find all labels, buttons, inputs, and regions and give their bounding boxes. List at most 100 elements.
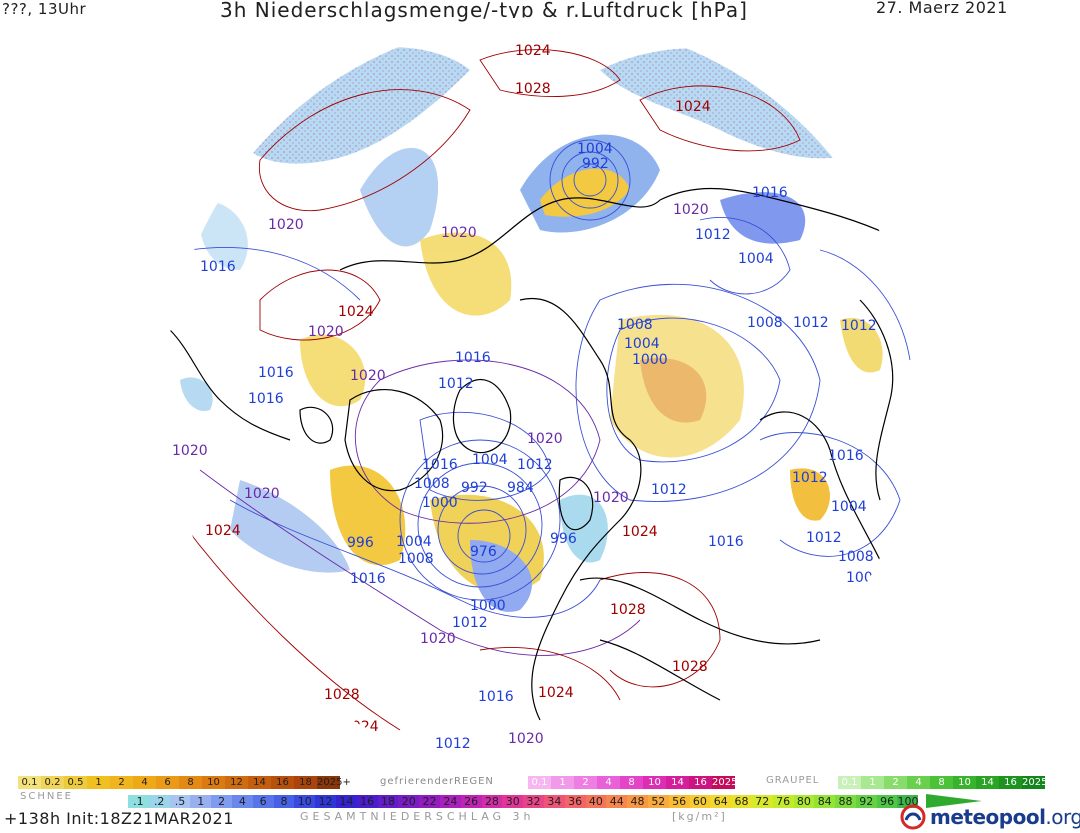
forecast-date: 27. Maerz 2021: [876, 0, 1008, 17]
legend-cell: 64: [710, 795, 732, 808]
legend-cell: 10: [202, 776, 225, 789]
legend-cell: 10: [294, 795, 316, 808]
isobar-label: 1008: [398, 551, 434, 567]
isobar-label: 1004: [472, 452, 508, 468]
legend-cell: 20: [398, 795, 420, 808]
isobar-label: 1020: [593, 490, 629, 506]
legend-cell: 10: [643, 776, 666, 789]
legend-cell: 18: [294, 776, 317, 789]
legend-cell: 12: [315, 795, 336, 808]
isobar-label: 1028: [672, 659, 708, 675]
legend-cell: 16: [999, 776, 1022, 789]
precipitation-areas: [170, 47, 883, 740]
isobar-label: 1024: [538, 685, 574, 701]
isobar-label: 1012: [651, 482, 687, 498]
legend-cell: 8: [273, 795, 295, 808]
legend-cell: 1: [551, 776, 574, 789]
isobar-label: 1016: [478, 689, 514, 705]
isobar-label: 1024: [205, 523, 241, 539]
legend-cell: 0.1: [18, 776, 41, 789]
legend-cell: 2025+: [712, 776, 746, 789]
isobar-label: 996: [347, 535, 374, 551]
legend-cell: 26: [460, 795, 482, 808]
isobar-label: 1016: [258, 365, 294, 381]
legend-cell: 84: [814, 795, 836, 808]
isobar-label: 1008: [747, 315, 783, 331]
legend-cell: 1: [87, 776, 110, 789]
isobar-label: 1020: [172, 443, 208, 459]
isobar-label: 1000: [422, 495, 458, 511]
isobar-label: 984: [507, 480, 534, 496]
legend-cell: 0.1: [528, 776, 551, 789]
legend-cell: 14: [976, 776, 999, 789]
legend-cell: 44: [606, 795, 628, 808]
legend-cell: 4: [907, 776, 930, 789]
forecast-time: ???, 13Uhr: [2, 0, 87, 18]
isobar-label: 1004: [738, 251, 774, 267]
legend-cell: 2025+: [317, 776, 351, 789]
isobar-label: 1028: [515, 81, 551, 97]
legend-cell: 2: [884, 776, 907, 789]
legend-cell: 76: [772, 795, 794, 808]
isobar-label: 1024: [675, 99, 711, 115]
isobar-label: 1016: [248, 391, 284, 407]
legend-cell: 52: [647, 795, 669, 808]
isobar-label: 1016: [200, 259, 236, 275]
coastlines: [169, 187, 901, 721]
legend-cell: 34: [543, 795, 565, 808]
legend-cell: 88: [835, 795, 856, 808]
isobar-label: 1024: [338, 304, 374, 320]
legend-cell: 24: [439, 795, 461, 808]
legend-cell: .2: [148, 795, 170, 808]
legend-cell: 0.2: [41, 776, 64, 789]
isobar-label: 1016: [752, 185, 788, 201]
legend-cell: 16: [356, 795, 378, 808]
isobar-label: 976: [470, 544, 497, 560]
legend-cell: 8: [179, 776, 202, 789]
isobar-label: 1012: [438, 376, 474, 392]
legend-cell: 2: [110, 776, 133, 789]
legend-cell: 14: [666, 776, 689, 789]
legend-cell: 1: [861, 776, 884, 789]
legend-cell: 68: [731, 795, 752, 808]
legend-cell: 2: [574, 776, 597, 789]
isobar-label: 1004: [831, 499, 867, 515]
isobar-label: 1020: [420, 631, 456, 647]
meteopool-logo-icon: [900, 804, 926, 830]
isobar-label: 1004: [396, 534, 432, 550]
isobar-label: 1012: [517, 457, 553, 473]
legend-cell: 4: [597, 776, 620, 789]
legend-cell: .1: [128, 795, 149, 808]
legend-cell: 16: [271, 776, 294, 789]
legend-cell: 6: [252, 795, 274, 808]
legend-cell: 72: [751, 795, 773, 808]
total-precipitation-legend: .1.2.5 1 2 4 6 8 10 12 14 16 18 20 22 24 26 28 30 32 34 36 4…: [128, 795, 918, 808]
legend-cell: 6: [156, 776, 179, 789]
meteopool-logo: meteopool.org: [900, 802, 1080, 832]
isobar-label: 992: [582, 156, 609, 172]
snow-legend: 0.1 0.2 0.5 1 2 4 6 8 10 12 14 16 18 2025+: [18, 776, 351, 789]
isobar-label: 1008: [838, 549, 874, 565]
isobar-label: 1004: [624, 336, 660, 352]
isobar-label: 1020: [244, 486, 280, 502]
isobar-label: 1008: [414, 476, 450, 492]
isobar-label: 1016: [350, 571, 386, 587]
isobar-label: 1012: [695, 227, 731, 243]
isobar-label: 1012: [793, 315, 829, 331]
legend-cell: 56: [668, 795, 690, 808]
legend-arrow-icon: [926, 794, 982, 808]
legend-cell: 28: [481, 795, 503, 808]
isobar-label: 1012: [452, 615, 488, 631]
isobar-label: 1020: [340, 759, 376, 770]
isobar-label: 1024: [622, 524, 658, 540]
legend-cell: 30: [502, 795, 524, 808]
meteopool-logo-text: meteopool.org: [930, 805, 1080, 829]
isobar-label: 1020: [268, 217, 304, 233]
isobar-label: 1012: [792, 470, 828, 486]
legend-cell: 1: [190, 795, 212, 808]
legend-cell: 16: [689, 776, 712, 789]
isobar-label: 1020: [441, 225, 477, 241]
isobar-label: 1020: [308, 324, 344, 340]
legend-cell: 48: [627, 795, 648, 808]
isobar-label: 1016: [708, 534, 744, 550]
